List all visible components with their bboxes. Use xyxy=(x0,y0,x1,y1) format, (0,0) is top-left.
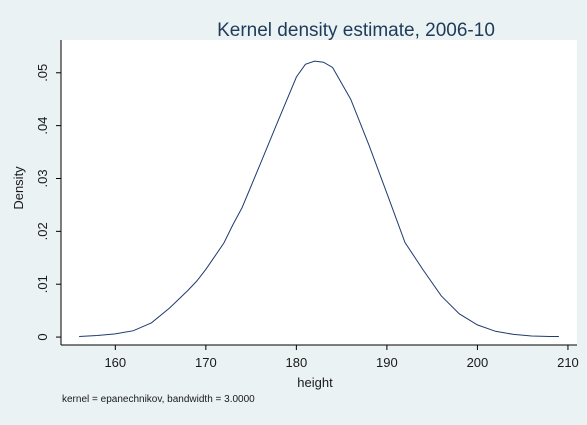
density-series-line xyxy=(79,60,559,337)
x-axis-ticks: 160 170 180 190 200 210 xyxy=(104,345,579,370)
x-tick-label: 160 xyxy=(104,355,126,370)
x-tick-label: 200 xyxy=(467,355,489,370)
y-tick-label: 0 xyxy=(35,333,50,340)
y-axis-title: Density xyxy=(11,166,26,210)
x-tick-label: 190 xyxy=(376,355,398,370)
chart-note: kernel = epanechnikov, bandwidth = 3.000… xyxy=(62,394,255,405)
y-tick-label: .04 xyxy=(35,117,50,135)
y-tick-label: .03 xyxy=(35,169,50,187)
x-tick-label: 180 xyxy=(286,355,308,370)
x-tick-label: 170 xyxy=(195,355,217,370)
x-tick-label: 210 xyxy=(557,355,579,370)
plot-area xyxy=(61,40,577,345)
x-axis-title: height xyxy=(297,375,333,390)
chart-title: Kernel density estimate, 2006-10 xyxy=(217,20,495,41)
y-tick-label: .01 xyxy=(35,275,50,293)
y-tick-label: .02 xyxy=(35,222,50,240)
y-tick-label: .05 xyxy=(35,64,50,82)
y-axis-ticks: 0 .01 .02 .03 .04 .05 xyxy=(35,64,61,341)
